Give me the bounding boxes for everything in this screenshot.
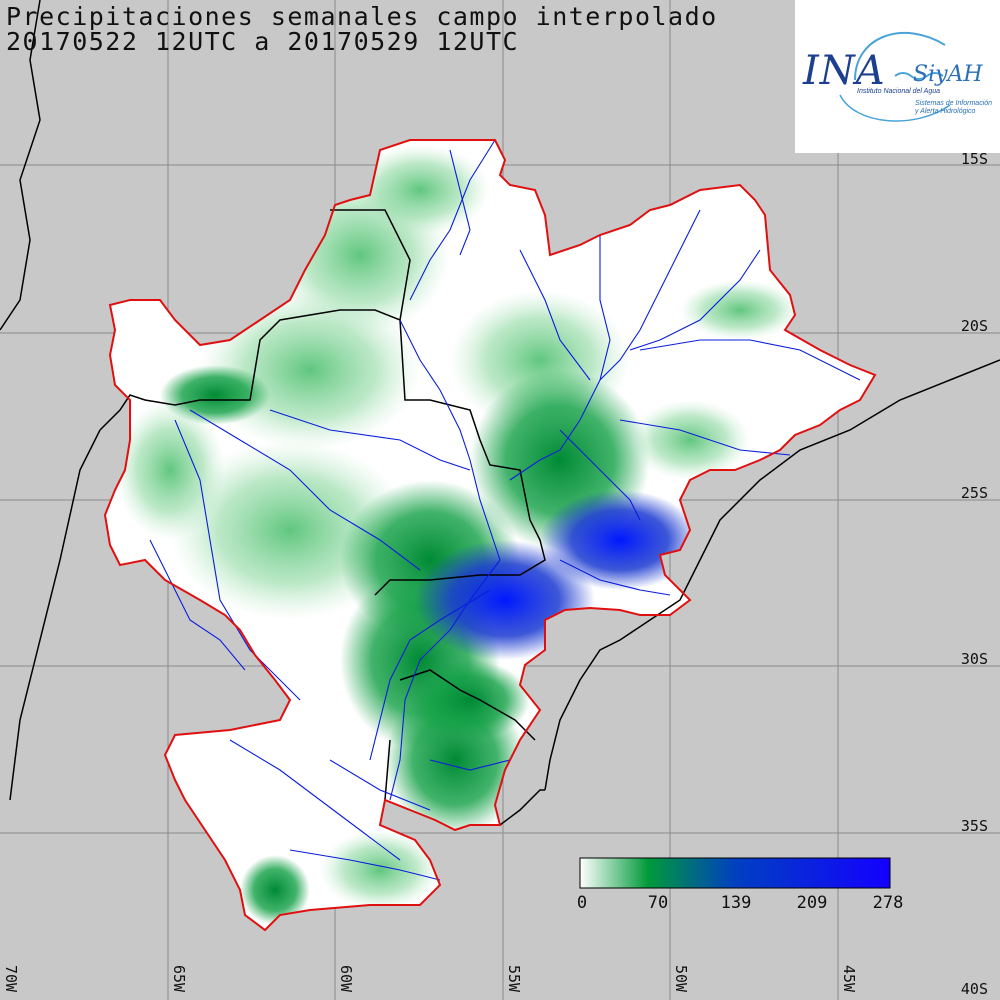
lon-label-65w: 65W [170, 965, 188, 993]
lat-label-15s: 15S [960, 150, 988, 168]
lon-label-45w: 45W [840, 965, 858, 993]
colorbar-gradient [579, 857, 891, 889]
colorbar [579, 857, 891, 889]
ina-siyah-logo: INA SiyAH Instituto Nacional del Agua Si… [795, 0, 1000, 153]
logo-tagline: Sistemas de Información y Alerta Hidroló… [915, 100, 993, 115]
colorbar-tick-0: 0 [576, 893, 588, 913]
colorbar-tick-278: 278 [872, 893, 904, 913]
map-title: Precipitaciones semanales campo interpol… [6, 2, 718, 31]
lat-label-25s: 25S [960, 484, 988, 502]
rivers [149, 139, 861, 881]
lat-label-40s: 40S [960, 980, 988, 998]
lon-label-50w: 50W [672, 965, 690, 993]
colorbar-tick-139: 139 [720, 893, 752, 913]
logo-brand: SiyAH [913, 62, 983, 87]
colorbar-tick-70: 70 [647, 893, 669, 913]
basin-outline [103, 139, 877, 932]
map-date-range: 20170522 12UTC a 20170529 12UTC [6, 27, 520, 56]
lat-label-30s: 30S [960, 650, 988, 668]
lon-label-70w: 70W [2, 965, 20, 993]
colorbar-tick-209: 209 [796, 893, 828, 913]
lon-label-60w: 60W [337, 965, 355, 993]
logo-mark: INA [803, 48, 886, 94]
logo-subtitle: Instituto Nacional del Agua [857, 88, 941, 95]
lon-label-55w: 55W [505, 965, 523, 993]
lat-label-35s: 35S [960, 817, 988, 835]
lat-label-20s: 20S [960, 317, 988, 335]
